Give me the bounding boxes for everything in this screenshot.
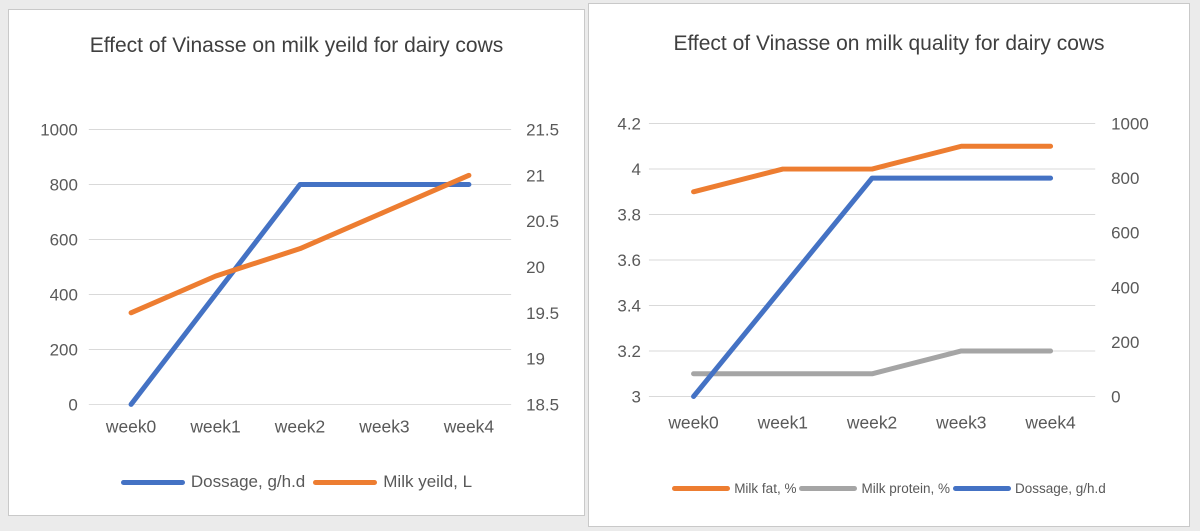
series-line-2	[691, 175, 1054, 399]
legend-swatch	[313, 479, 378, 485]
legend-item: Milk protein, %	[799, 481, 950, 496]
series-line-1	[128, 172, 472, 316]
left-axis-tick-label: 200	[50, 340, 78, 359]
series-line-1	[691, 348, 1054, 377]
right-axis-tick-label: 19.5	[526, 304, 559, 323]
x-axis-label: week0	[667, 412, 719, 432]
chart-title: Effect of Vinasse on milk quality for da…	[673, 32, 1105, 55]
x-axis-label: week1	[189, 416, 240, 436]
x-axis-label: week2	[846, 412, 897, 432]
right-axis-tick-label: 21	[526, 166, 545, 185]
right-axis-tick-label: 400	[1111, 278, 1139, 297]
x-axis-label: week3	[358, 416, 409, 436]
legend-swatch	[799, 486, 858, 491]
legend-label: Milk protein, %	[861, 481, 950, 496]
right-axis-tick-label: 20	[526, 258, 545, 277]
chart-title: Effect of Vinasse on milk yeild for dair…	[89, 34, 504, 57]
left-axis-tick-label: 600	[50, 230, 78, 249]
chart-panel-milk-quality: Effect of Vinasse on milk quality for da…	[588, 3, 1190, 527]
series-line-0	[128, 182, 472, 407]
line-chart-milk-quality: 4.2 4 3.8 3.6 3.4 3.2 3 1000 800 600 400 200 0 week0 w…	[617, 115, 1149, 433]
legend-item: Milk fat, %	[672, 481, 796, 496]
x-axis-label: week0	[105, 416, 157, 436]
left-axis-tick-label: 0	[68, 395, 77, 414]
right-axis-tick-label: 800	[1111, 169, 1139, 188]
legend-item: Dossage, g/h.d	[120, 472, 306, 492]
legend-swatch	[952, 486, 1011, 491]
left-axis-tick-label: 400	[50, 285, 78, 304]
chart-legend: Dossage, g/h.d Milk yeild, L	[9, 472, 584, 492]
right-axis-tick-label: 20.5	[526, 212, 559, 231]
x-axis-label: week1	[757, 412, 808, 432]
series-line-0	[691, 143, 1054, 195]
left-axis-tick-label: 3.6	[617, 251, 641, 270]
right-axis-tick-label: 0	[1111, 387, 1120, 406]
legend-label: Dossage, g/h.d	[1014, 481, 1106, 496]
legend-item: Milk yeild, L	[313, 472, 472, 492]
left-axis-tick-label: 4.2	[617, 115, 641, 134]
x-axis-label: week4	[1024, 412, 1076, 432]
x-axis-label: week4	[443, 416, 495, 436]
left-axis-tick-label: 3.2	[617, 342, 641, 361]
left-axis-tick-label: 3.4	[617, 296, 641, 315]
chart-panel-milk-yield: Effect of Vinasse on milk yeild for dair…	[8, 9, 585, 516]
left-axis-tick-label: 1000	[40, 121, 78, 140]
legend-label: Dossage, g/h.d	[190, 472, 306, 491]
legend-label: Milk fat, %	[734, 481, 797, 496]
right-axis-tick-label: 1000	[1111, 115, 1149, 134]
legend-swatch	[672, 486, 731, 491]
legend-swatch	[120, 479, 185, 485]
right-axis-tick-label: 200	[1111, 333, 1139, 352]
chart-legend: Milk fat, % Milk protein, % Dossage, g/h.d	[589, 481, 1189, 496]
left-axis-tick-label: 3	[632, 387, 641, 406]
right-axis-tick-label: 19	[526, 350, 545, 369]
right-axis-tick-label: 600	[1111, 224, 1139, 243]
left-axis-tick-label: 800	[50, 175, 78, 194]
x-axis-label: week3	[935, 412, 986, 432]
x-axis-label: week2	[274, 416, 325, 436]
line-chart-milk-yield: 1000 800 600 400 200 0 21.5 21 20.5 20 19.5 19 18.5 w…	[40, 121, 559, 437]
right-axis-tick-label: 18.5	[526, 395, 559, 414]
left-axis-tick-label: 4	[632, 160, 641, 179]
legend-item: Dossage, g/h.d	[952, 481, 1106, 496]
left-axis-tick-label: 3.8	[617, 206, 641, 225]
legend-label: Milk yeild, L	[383, 472, 473, 491]
right-axis-tick-label: 21.5	[526, 121, 559, 140]
